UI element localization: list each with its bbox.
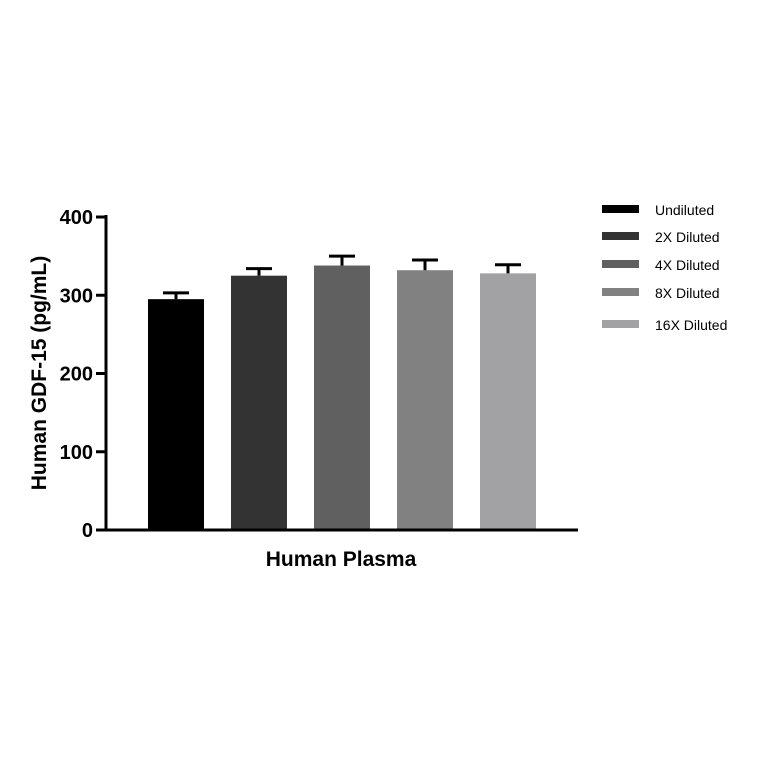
legend-swatch-1 [602, 205, 639, 213]
y-tick-label: 200 [60, 364, 93, 386]
legend-swatch-2 [602, 232, 639, 240]
bar-4 [397, 270, 453, 530]
y-tick-label: 400 [60, 207, 93, 229]
x-axis-title: Human Plasma [266, 548, 417, 571]
error-bars-layer [163, 254, 521, 300]
bars-layer [148, 265, 536, 530]
legend-label-3: 4X Diluted [655, 257, 720, 273]
bar-2 [231, 275, 287, 530]
y-axis-title: Human GDF-15 (pg/mL) [28, 256, 51, 491]
y-tick-label: 100 [60, 442, 93, 464]
legend-label-1: Undiluted [655, 202, 714, 218]
y-ticks-layer: 0 100 200 300 400 [60, 207, 106, 542]
legend-label-4: 8X Diluted [655, 285, 720, 301]
legend-swatch-5 [602, 320, 639, 328]
bar-5 [480, 273, 536, 530]
y-tick-label: 300 [60, 285, 93, 307]
bar-1 [148, 299, 204, 530]
legend-swatch-3 [602, 260, 639, 268]
y-tick-label: 0 [82, 520, 93, 542]
legend: Undiluted 2X Diluted 4X Diluted 8X Diluted 1… [602, 202, 727, 333]
legend-swatch-4 [602, 288, 639, 296]
legend-label-5: 16X Diluted [655, 317, 727, 333]
bar-3 [314, 265, 370, 530]
legend-label-2: 2X Diluted [655, 229, 720, 245]
